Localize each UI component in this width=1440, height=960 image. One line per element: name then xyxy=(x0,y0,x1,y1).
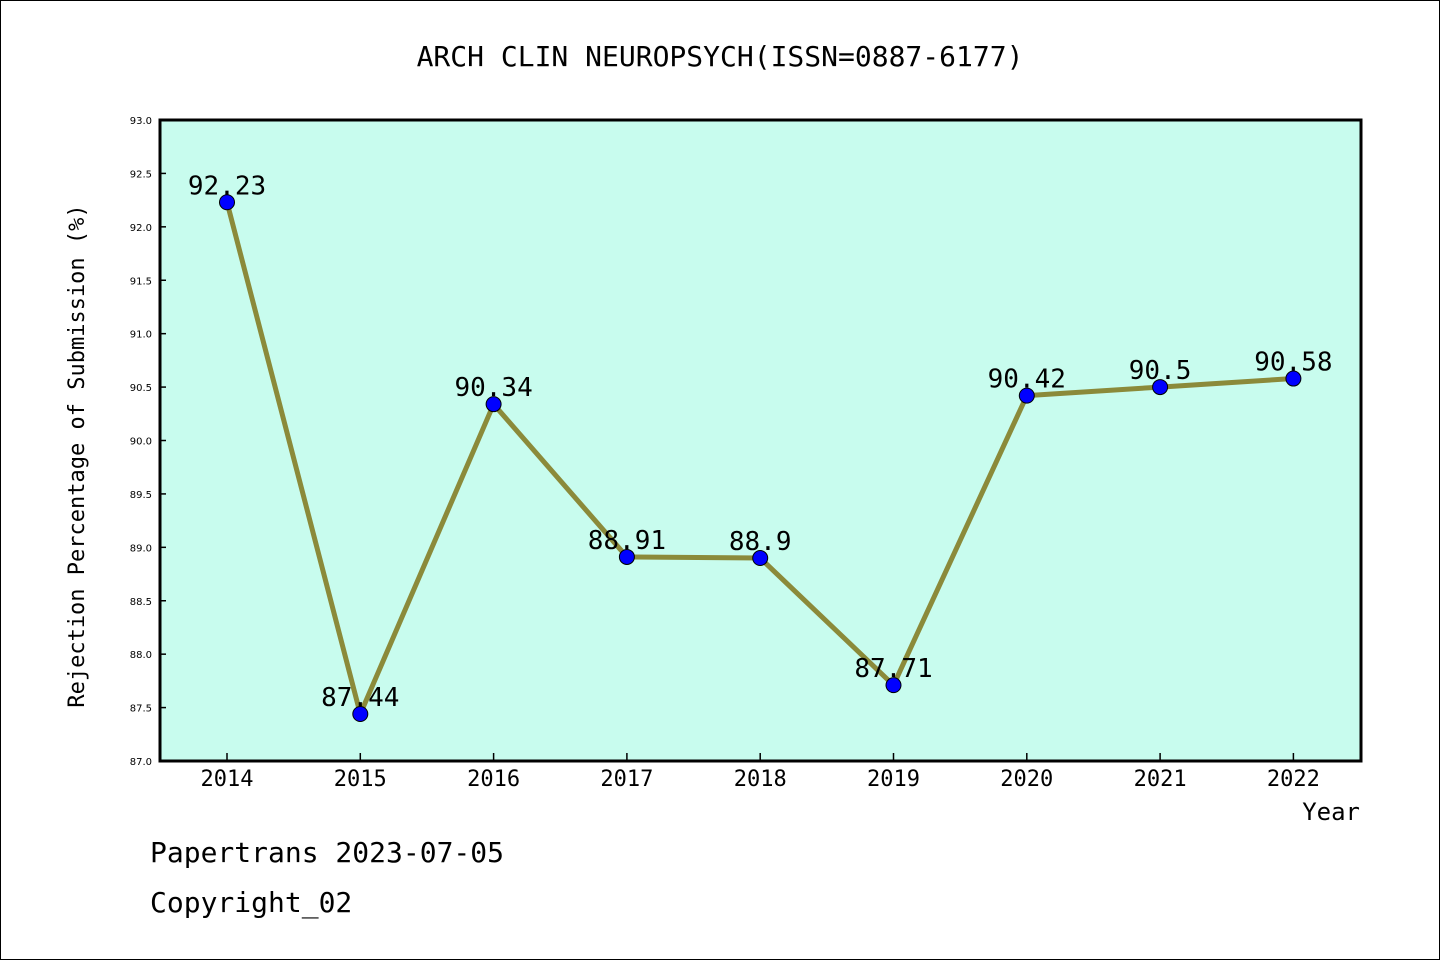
data-point xyxy=(618,548,635,565)
data-label: 90.42 xyxy=(988,365,1066,395)
x-tick-label: 2022 xyxy=(1267,767,1320,792)
data-label: 92.23 xyxy=(188,171,266,201)
data-labels: 92.23 87.44 90.34 88.91 88.9 87.71 90.42 90.5 90… xyxy=(188,171,1333,713)
y-tick-label: 88.0 xyxy=(130,650,152,661)
y-tick-label: 93.0 xyxy=(130,116,152,127)
data-point xyxy=(1152,379,1169,396)
data-label: 88.9 xyxy=(729,527,792,557)
footer-copyright: Copyright_02 xyxy=(150,886,353,919)
data-point xyxy=(352,705,369,722)
y-tick-label: 92.5 xyxy=(130,169,152,180)
data-label: 90.58 xyxy=(1254,348,1332,378)
data-label: 87.71 xyxy=(854,654,932,684)
x-axis-label: Year xyxy=(1302,798,1360,826)
plot-border xyxy=(158,118,1363,763)
data-point xyxy=(1285,370,1302,387)
y-tick-label: 90.0 xyxy=(130,437,152,448)
data-label: 90.34 xyxy=(454,373,532,403)
y-tick-label: 92.0 xyxy=(130,223,152,234)
x-tick-label: 2019 xyxy=(867,767,920,792)
data-point xyxy=(885,677,902,694)
y-axis-label: Rejection Percentage of Submission (%) xyxy=(65,204,90,707)
plot-area xyxy=(160,120,1361,761)
x-tick-label: 2014 xyxy=(201,767,254,792)
data-label: 90.5 xyxy=(1129,356,1192,386)
y-tick-label: 87.0 xyxy=(130,757,152,768)
data-point xyxy=(219,194,235,211)
y-tick-label: 90.5 xyxy=(130,383,152,394)
data-points xyxy=(219,194,1302,722)
data-point xyxy=(485,396,502,413)
y-tick-label: 91.0 xyxy=(130,330,152,341)
data-point xyxy=(752,550,769,567)
x-tick-label: 2018 xyxy=(734,767,787,792)
x-tick-label: 2015 xyxy=(334,767,387,792)
y-tick-label: 88.5 xyxy=(130,597,152,608)
x-tick-label: 2021 xyxy=(1134,767,1187,792)
y-tick-label: 89.5 xyxy=(130,490,152,501)
data-label: 87.44 xyxy=(321,683,399,713)
x-tick-label: 2016 xyxy=(467,767,520,792)
data-label: 88.91 xyxy=(588,526,666,556)
y-tick-label: 89.0 xyxy=(130,543,152,554)
y-tick-label: 87.5 xyxy=(130,704,152,715)
chart-title: ARCH CLIN NEUROPSYCH(ISSN=0887-6177) xyxy=(417,40,1024,73)
x-tick-label: 2020 xyxy=(1000,767,1053,792)
y-tick-label: 91.5 xyxy=(130,276,152,287)
x-axis: 2014 2015 2016 2017 2018 2019 2020 2021 2022 xyxy=(201,753,1320,792)
data-point xyxy=(1018,387,1035,404)
footer-date: Papertrans 2023-07-05 xyxy=(150,836,505,869)
x-tick-label: 2017 xyxy=(600,767,653,792)
